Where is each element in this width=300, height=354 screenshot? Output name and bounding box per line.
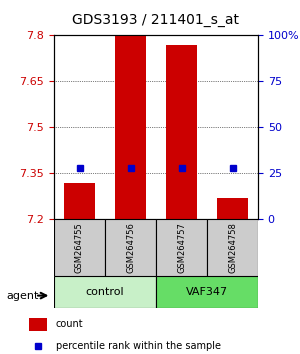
- FancyBboxPatch shape: [207, 219, 258, 276]
- Bar: [115, 35, 146, 219]
- Bar: [217, 198, 248, 219]
- Text: GDS3193 / 211401_s_at: GDS3193 / 211401_s_at: [73, 12, 239, 27]
- Bar: [28, 318, 47, 331]
- Bar: [166, 45, 197, 219]
- FancyBboxPatch shape: [156, 276, 258, 308]
- Text: GSM264755: GSM264755: [75, 222, 84, 273]
- FancyBboxPatch shape: [105, 219, 156, 276]
- Text: GSM264758: GSM264758: [228, 222, 237, 273]
- FancyBboxPatch shape: [54, 219, 105, 276]
- Bar: [64, 183, 95, 219]
- Text: percentile rank within the sample: percentile rank within the sample: [56, 341, 220, 350]
- Text: VAF347: VAF347: [186, 287, 228, 297]
- Text: count: count: [56, 319, 83, 329]
- Text: GSM264756: GSM264756: [126, 222, 135, 273]
- Text: agent: agent: [6, 291, 38, 301]
- Text: control: control: [86, 287, 124, 297]
- FancyBboxPatch shape: [54, 276, 156, 308]
- Text: GSM264757: GSM264757: [177, 222, 186, 273]
- FancyBboxPatch shape: [156, 219, 207, 276]
